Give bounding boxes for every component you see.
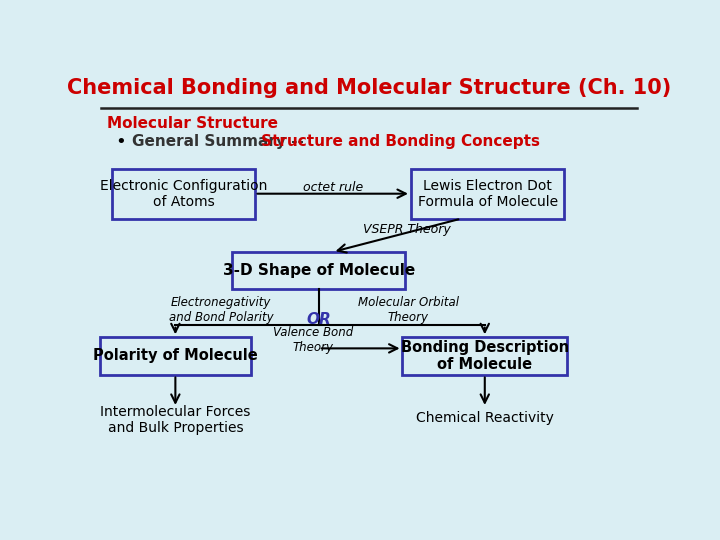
Text: octet rule: octet rule	[302, 180, 363, 193]
Text: Polarity of Molecule: Polarity of Molecule	[93, 348, 258, 363]
Text: Chemical Bonding and Molecular Structure (Ch. 10): Chemical Bonding and Molecular Structure…	[67, 78, 671, 98]
Text: Bonding Description
of Molecule: Bonding Description of Molecule	[401, 340, 569, 372]
FancyBboxPatch shape	[233, 252, 405, 289]
FancyBboxPatch shape	[100, 337, 251, 375]
Text: Electronic Configuration
of Atoms: Electronic Configuration of Atoms	[100, 179, 267, 209]
FancyBboxPatch shape	[112, 168, 255, 219]
Text: Valence Bond
Theory: Valence Bond Theory	[273, 326, 354, 354]
Text: VSEPR Theory: VSEPR Theory	[362, 223, 450, 236]
Text: Molecular Orbital
Theory: Molecular Orbital Theory	[358, 296, 459, 324]
Text: Chemical Reactivity: Chemical Reactivity	[416, 411, 554, 425]
Text: •: •	[115, 133, 126, 151]
FancyBboxPatch shape	[402, 337, 567, 375]
FancyBboxPatch shape	[411, 168, 564, 219]
Text: General Summary --: General Summary --	[132, 134, 309, 149]
Text: Intermolecular Forces
and Bulk Properties: Intermolecular Forces and Bulk Propertie…	[100, 405, 251, 435]
Text: OR: OR	[307, 312, 331, 327]
Text: Molecular Structure: Molecular Structure	[107, 116, 278, 131]
Text: Structure and Bonding Concepts: Structure and Bonding Concepts	[261, 134, 540, 149]
Text: Lewis Electron Dot
Formula of Molecule: Lewis Electron Dot Formula of Molecule	[418, 179, 557, 209]
Text: Electronegativity
and Bond Polarity: Electronegativity and Bond Polarity	[168, 296, 274, 324]
Text: 3-D Shape of Molecule: 3-D Shape of Molecule	[222, 263, 415, 278]
